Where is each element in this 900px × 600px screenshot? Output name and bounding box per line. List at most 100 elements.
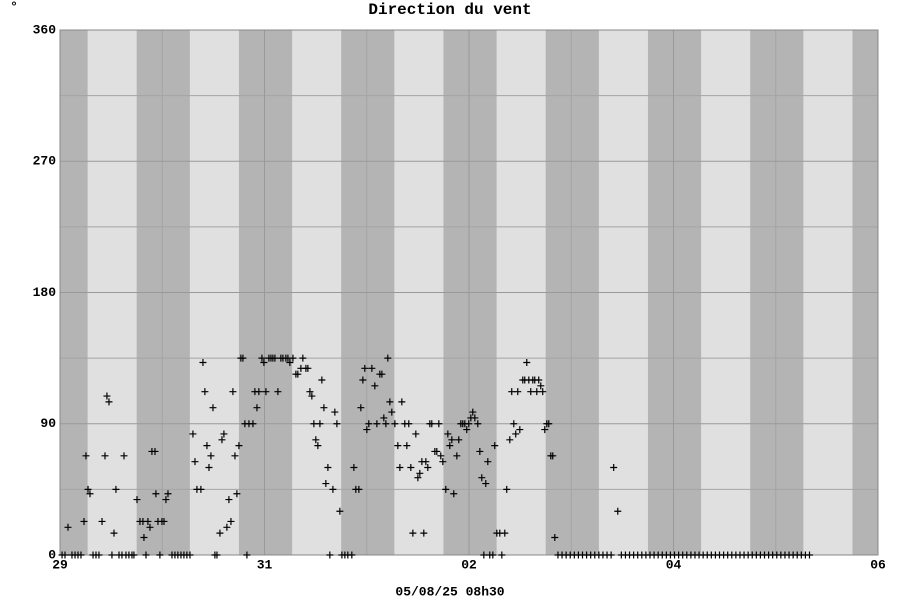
point	[416, 469, 424, 477]
point	[201, 388, 209, 396]
chart-title: Direction du vent	[368, 1, 531, 19]
point	[310, 420, 318, 428]
point	[527, 388, 535, 396]
x-tick-label: 29	[52, 557, 68, 572]
point	[484, 458, 492, 466]
point	[235, 442, 243, 450]
point	[491, 442, 499, 450]
plot-frame	[59, 29, 879, 556]
point	[151, 447, 159, 455]
point	[304, 364, 312, 372]
point	[407, 464, 415, 471]
point	[368, 364, 376, 372]
point	[286, 359, 294, 366]
point	[316, 420, 324, 428]
point	[363, 426, 371, 434]
point	[229, 388, 237, 396]
point	[299, 354, 307, 362]
point	[433, 447, 441, 455]
point	[152, 490, 160, 498]
point	[614, 507, 622, 515]
point	[189, 430, 197, 438]
point	[144, 517, 152, 525]
point	[255, 388, 263, 396]
point	[539, 388, 547, 396]
point	[329, 485, 337, 493]
y-tick-label: 270	[33, 154, 57, 169]
point	[108, 551, 116, 559]
point	[394, 442, 402, 450]
x-axis-label: 05/08/25 08h30	[395, 584, 504, 599]
point	[523, 359, 531, 366]
point	[101, 452, 109, 460]
point	[308, 392, 316, 400]
point	[253, 404, 261, 412]
point	[336, 507, 344, 515]
point	[403, 442, 411, 450]
point	[514, 388, 522, 396]
x-tick-label: 02	[461, 557, 477, 572]
point	[424, 464, 432, 471]
point	[439, 458, 447, 466]
point	[120, 452, 128, 460]
point	[314, 442, 322, 450]
point	[260, 359, 268, 366]
point	[420, 529, 428, 537]
point	[112, 485, 120, 493]
x-tick-label: 04	[666, 557, 682, 572]
point	[160, 517, 168, 525]
point	[414, 474, 422, 482]
point	[516, 426, 524, 434]
point	[98, 517, 106, 525]
point	[203, 442, 211, 450]
point	[537, 382, 545, 390]
point	[373, 420, 381, 428]
point	[428, 420, 436, 428]
point	[607, 551, 615, 559]
point	[355, 485, 363, 493]
point	[274, 388, 282, 396]
point	[510, 420, 518, 428]
point	[412, 430, 420, 438]
point	[213, 551, 221, 559]
point	[197, 485, 205, 493]
point	[105, 398, 113, 406]
point	[324, 464, 332, 471]
point	[205, 464, 213, 471]
point	[444, 430, 452, 438]
point	[388, 408, 396, 416]
y-tick-label: 360	[33, 22, 57, 37]
point	[805, 551, 813, 559]
point	[463, 426, 471, 434]
point	[162, 496, 170, 504]
point	[503, 485, 511, 493]
point	[333, 420, 341, 428]
point	[130, 551, 138, 559]
point	[469, 408, 477, 416]
point	[239, 354, 247, 362]
point	[220, 430, 228, 438]
point	[371, 382, 379, 390]
point	[435, 420, 443, 428]
point	[450, 490, 458, 498]
point	[223, 523, 231, 531]
point	[446, 442, 454, 450]
point	[365, 420, 373, 428]
point	[348, 551, 356, 559]
point	[103, 392, 111, 400]
point	[294, 370, 302, 378]
point	[82, 452, 90, 460]
point	[318, 376, 326, 384]
point	[386, 398, 394, 406]
point	[545, 420, 553, 428]
point	[489, 551, 497, 559]
point	[541, 426, 549, 434]
point	[610, 464, 618, 471]
point	[331, 408, 339, 416]
point	[218, 436, 226, 444]
point	[207, 452, 215, 460]
point	[289, 354, 297, 362]
point	[191, 458, 199, 466]
point	[405, 420, 413, 428]
